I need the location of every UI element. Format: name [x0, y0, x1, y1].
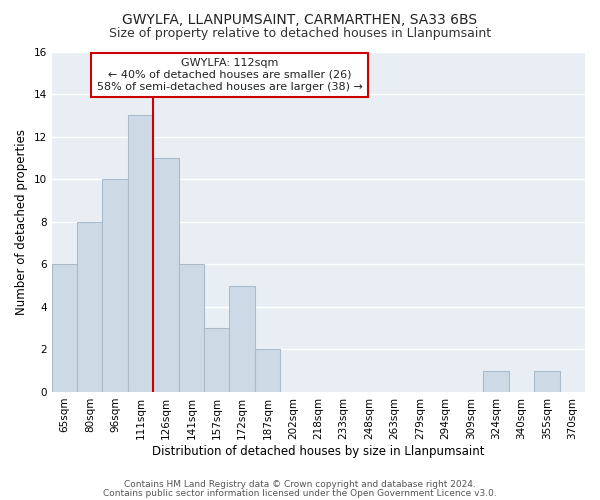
Bar — [229, 286, 255, 392]
Bar — [534, 370, 560, 392]
Text: Contains public sector information licensed under the Open Government Licence v3: Contains public sector information licen… — [103, 488, 497, 498]
Text: Size of property relative to detached houses in Llanpumsaint: Size of property relative to detached ho… — [109, 28, 491, 40]
Y-axis label: Number of detached properties: Number of detached properties — [15, 128, 28, 314]
Text: Contains HM Land Registry data © Crown copyright and database right 2024.: Contains HM Land Registry data © Crown c… — [124, 480, 476, 489]
Bar — [153, 158, 179, 392]
Bar — [77, 222, 103, 392]
Bar — [128, 116, 153, 392]
X-axis label: Distribution of detached houses by size in Llanpumsaint: Distribution of detached houses by size … — [152, 444, 485, 458]
Bar — [484, 370, 509, 392]
Bar — [52, 264, 77, 392]
Bar — [255, 350, 280, 392]
Bar — [179, 264, 204, 392]
Bar — [204, 328, 229, 392]
Text: GWYLFA: 112sqm
← 40% of detached houses are smaller (26)
58% of semi-detached ho: GWYLFA: 112sqm ← 40% of detached houses … — [97, 58, 362, 92]
Bar — [103, 179, 128, 392]
Text: GWYLFA, LLANPUMSAINT, CARMARTHEN, SA33 6BS: GWYLFA, LLANPUMSAINT, CARMARTHEN, SA33 6… — [122, 12, 478, 26]
